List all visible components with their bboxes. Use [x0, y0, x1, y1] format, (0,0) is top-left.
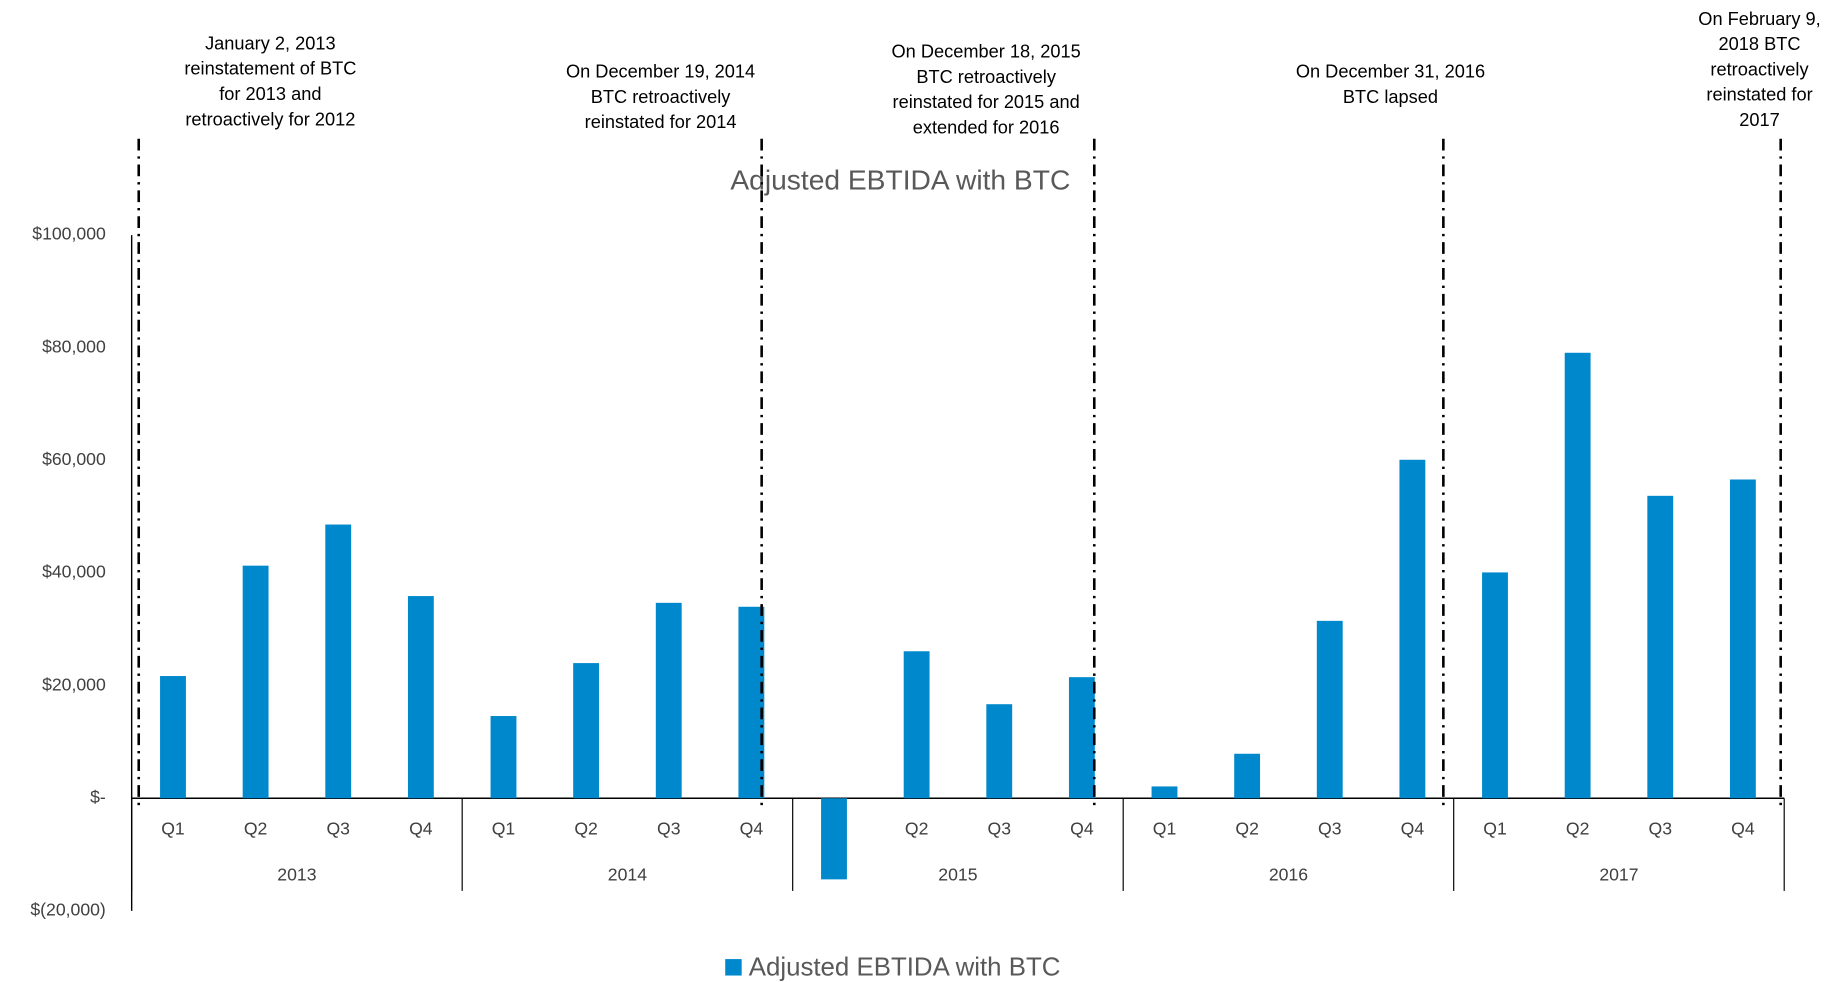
chart-title: Adjusted EBTIDA with BTC — [730, 164, 1070, 196]
x-tick-label: Q4 — [740, 818, 764, 838]
annotation-text: BTC retroactively — [591, 87, 731, 107]
x-tick-label: Q2 — [905, 818, 929, 838]
bar — [1647, 495, 1674, 799]
x-tick-label: Q4 — [409, 818, 433, 838]
y-tick-label: $40,000 — [42, 562, 106, 582]
annotation-text: extended for 2016 — [913, 118, 1060, 138]
x-tick-label: Q4 — [1070, 818, 1094, 838]
x-tick-label: Q3 — [1649, 818, 1673, 838]
x-group-label: 2013 — [277, 864, 316, 884]
annotation-text: retroactively — [1710, 59, 1809, 79]
x-group-label: 2014 — [608, 864, 647, 884]
y-tick-label: $(20,000) — [30, 900, 105, 920]
bar — [821, 798, 847, 880]
y-tick-label: $20,000 — [42, 674, 106, 694]
x-tick-label: Q2 — [574, 818, 598, 838]
y-tick-label: $- — [90, 787, 106, 807]
x-tick-label: Q1 — [161, 818, 185, 838]
annotation-text: 2018 BTC — [1719, 34, 1801, 54]
annotation-text: retroactively for 2012 — [185, 109, 355, 129]
annotation-text: reinstated for — [1706, 85, 1812, 105]
x-tick-label: Q4 — [1401, 818, 1425, 838]
bar — [1482, 572, 1508, 799]
x-tick-label: Q1 — [1483, 818, 1507, 838]
x-group-label: 2016 — [1269, 864, 1308, 884]
annotation-text: On December 19, 2014 — [566, 62, 755, 82]
bar — [160, 676, 186, 799]
annotation-text: On February 9, — [1698, 9, 1820, 29]
legend-swatch — [725, 959, 742, 976]
annotation-text: 2017 — [1739, 110, 1780, 130]
annotation-text: January 2, 2013 — [205, 33, 336, 53]
y-tick-label: $60,000 — [42, 449, 106, 469]
bar — [573, 663, 600, 799]
annotation-text: On December 18, 2015 — [892, 42, 1081, 62]
annotation-text: BTC lapsed — [1343, 87, 1438, 107]
y-tick-label: $100,000 — [32, 224, 106, 244]
bar — [1729, 479, 1756, 799]
bar — [325, 524, 352, 799]
bar — [1151, 786, 1178, 799]
x-tick-label: Q3 — [987, 818, 1011, 838]
bar — [903, 651, 930, 799]
x-tick-label: Q1 — [492, 818, 516, 838]
bar — [1234, 753, 1261, 799]
x-group-label: 2017 — [1599, 864, 1638, 884]
annotation-text: BTC retroactively — [916, 67, 1056, 87]
bar — [1316, 620, 1343, 799]
annotation-text: for 2013 and — [219, 84, 321, 104]
x-tick-label: Q2 — [1566, 818, 1590, 838]
legend-label: Adjusted EBTIDA with BTC — [749, 953, 1061, 981]
bar — [242, 565, 269, 799]
x-group-label: 2015 — [938, 864, 977, 884]
x-tick-label: Q3 — [326, 818, 350, 838]
annotation-text: reinstatement of BTC — [184, 59, 356, 79]
bar — [1564, 352, 1591, 799]
bar — [1068, 677, 1095, 799]
x-tick-label: Q3 — [1318, 818, 1342, 838]
x-tick-label: Q2 — [244, 818, 268, 838]
bar — [655, 602, 682, 799]
bar — [1399, 459, 1426, 799]
bar — [738, 606, 765, 799]
bar — [986, 704, 1013, 799]
annotation-text: reinstated for 2015 and — [893, 92, 1080, 112]
x-tick-label: Q2 — [1235, 818, 1259, 838]
annotation-text: On December 31, 2016 — [1296, 62, 1485, 82]
y-tick-label: $80,000 — [42, 336, 106, 356]
annotation-text: reinstated for 2014 — [585, 112, 737, 132]
x-tick-label: Q3 — [657, 818, 681, 838]
bar — [490, 716, 517, 799]
bar — [407, 596, 434, 799]
x-tick-label: Q4 — [1731, 818, 1755, 838]
x-tick-label: Q1 — [1153, 818, 1177, 838]
